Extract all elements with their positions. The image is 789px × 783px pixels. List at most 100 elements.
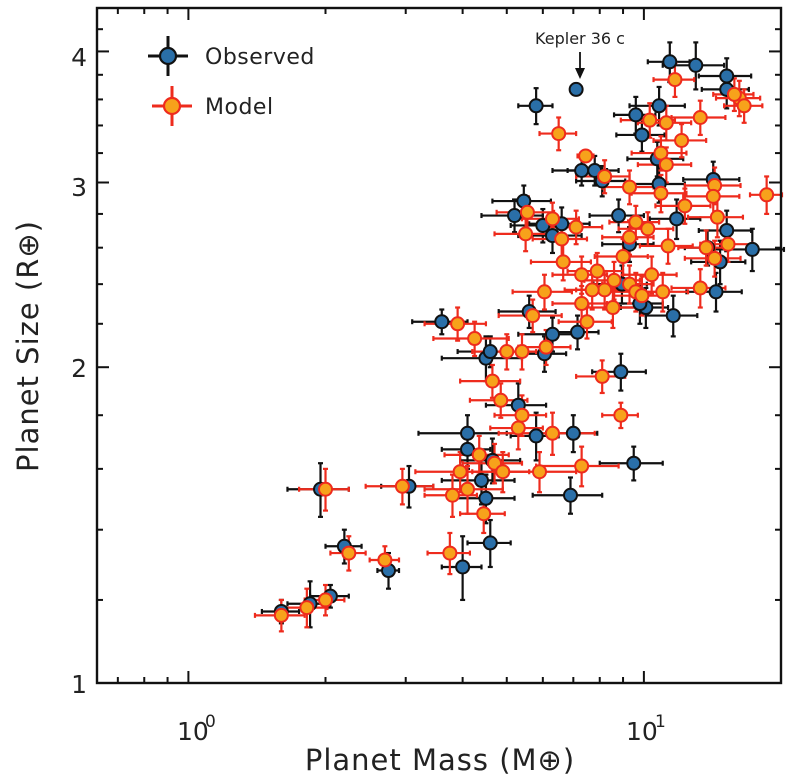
point-model <box>460 481 476 497</box>
point-model <box>640 221 656 237</box>
point-observed <box>460 425 476 441</box>
point-model <box>606 272 622 288</box>
point-model <box>525 308 541 324</box>
point-observed <box>669 211 685 227</box>
point-observed <box>568 81 584 97</box>
point-observed <box>528 98 544 114</box>
point-model <box>692 280 708 296</box>
point-model <box>613 407 629 423</box>
svg-text:0: 0 <box>205 712 216 732</box>
y-axis-title: Planet Size (R⊕) <box>11 220 45 472</box>
point-model <box>653 185 669 201</box>
point-model <box>705 188 721 204</box>
point-model <box>578 148 594 164</box>
point-observed <box>613 364 629 380</box>
point-model <box>726 86 742 102</box>
point-model <box>707 250 723 266</box>
point-observed <box>574 162 590 178</box>
legend-label-model: Model <box>205 95 274 120</box>
point-model <box>605 300 621 316</box>
point-model <box>658 157 674 173</box>
y-tick-label-2: 2 <box>71 354 87 383</box>
point-model <box>554 231 570 247</box>
point-model <box>584 282 600 298</box>
point-observed <box>478 490 494 506</box>
point-observed <box>565 425 581 441</box>
legend-marker-model <box>152 86 192 126</box>
point-model <box>594 368 610 384</box>
point-model <box>514 344 530 360</box>
point-observed <box>455 559 471 575</box>
annotation-kepler-36c: Kepler 36 c <box>535 29 625 79</box>
legend: Observed Model <box>148 36 315 126</box>
x-tick-label-10: 10 1 <box>626 712 666 746</box>
point-model <box>452 464 468 480</box>
point-model <box>642 112 658 128</box>
point-observed <box>626 455 642 471</box>
error-bars <box>253 41 786 633</box>
point-model <box>442 545 458 561</box>
point-model <box>574 296 590 312</box>
point-model <box>759 187 775 203</box>
point-observed <box>434 314 450 330</box>
point-observed <box>708 284 724 300</box>
point-model <box>692 109 708 125</box>
point-observed <box>719 222 735 238</box>
data-points <box>273 54 775 623</box>
point-observed <box>482 344 498 360</box>
point-model <box>589 263 605 279</box>
point-observed <box>611 208 627 224</box>
point-observed <box>570 324 586 340</box>
point-model <box>544 425 560 441</box>
point-observed <box>460 441 476 457</box>
point-observed <box>473 472 489 488</box>
point-model <box>677 198 693 214</box>
svg-text:1: 1 <box>655 712 666 732</box>
point-model <box>394 478 410 494</box>
point-model <box>471 447 487 463</box>
point-model <box>568 219 584 235</box>
point-model <box>660 238 676 254</box>
point-model <box>736 98 752 114</box>
point-model <box>495 464 511 480</box>
point-model <box>698 240 714 256</box>
annotation-label: Kepler 36 c <box>535 29 625 48</box>
point-model <box>499 344 515 360</box>
point-model <box>514 407 530 423</box>
point-model <box>597 168 613 184</box>
annotation-arrow-head <box>575 68 585 79</box>
point-model <box>551 126 567 142</box>
point-observed <box>744 241 760 257</box>
point-observed <box>688 57 704 73</box>
axis-ticks <box>97 7 782 684</box>
point-model <box>544 211 560 227</box>
point-model <box>532 464 548 480</box>
svg-text:10: 10 <box>177 717 209 746</box>
point-model <box>467 331 483 347</box>
point-model <box>574 267 590 283</box>
point-observed <box>662 54 678 70</box>
point-model <box>622 179 638 195</box>
point-model <box>493 392 509 408</box>
point-model <box>377 552 393 568</box>
y-tick-label-3: 3 <box>71 173 87 202</box>
point-model <box>579 314 595 330</box>
plot-frame <box>95 6 783 685</box>
point-observed <box>628 107 644 123</box>
point-model <box>536 284 552 300</box>
point-model <box>674 132 690 148</box>
point-model <box>510 420 526 436</box>
point-observed <box>544 326 560 342</box>
legend-label-observed: Observed <box>205 45 315 70</box>
point-observed <box>482 535 498 551</box>
point-model <box>628 214 644 230</box>
point-model <box>518 226 534 242</box>
point-model <box>658 115 674 131</box>
point-model <box>484 373 500 389</box>
y-tick-label-4: 4 <box>71 43 87 72</box>
point-model <box>519 204 535 220</box>
point-model <box>720 236 736 252</box>
point-model <box>709 209 725 225</box>
point-model <box>667 72 683 88</box>
